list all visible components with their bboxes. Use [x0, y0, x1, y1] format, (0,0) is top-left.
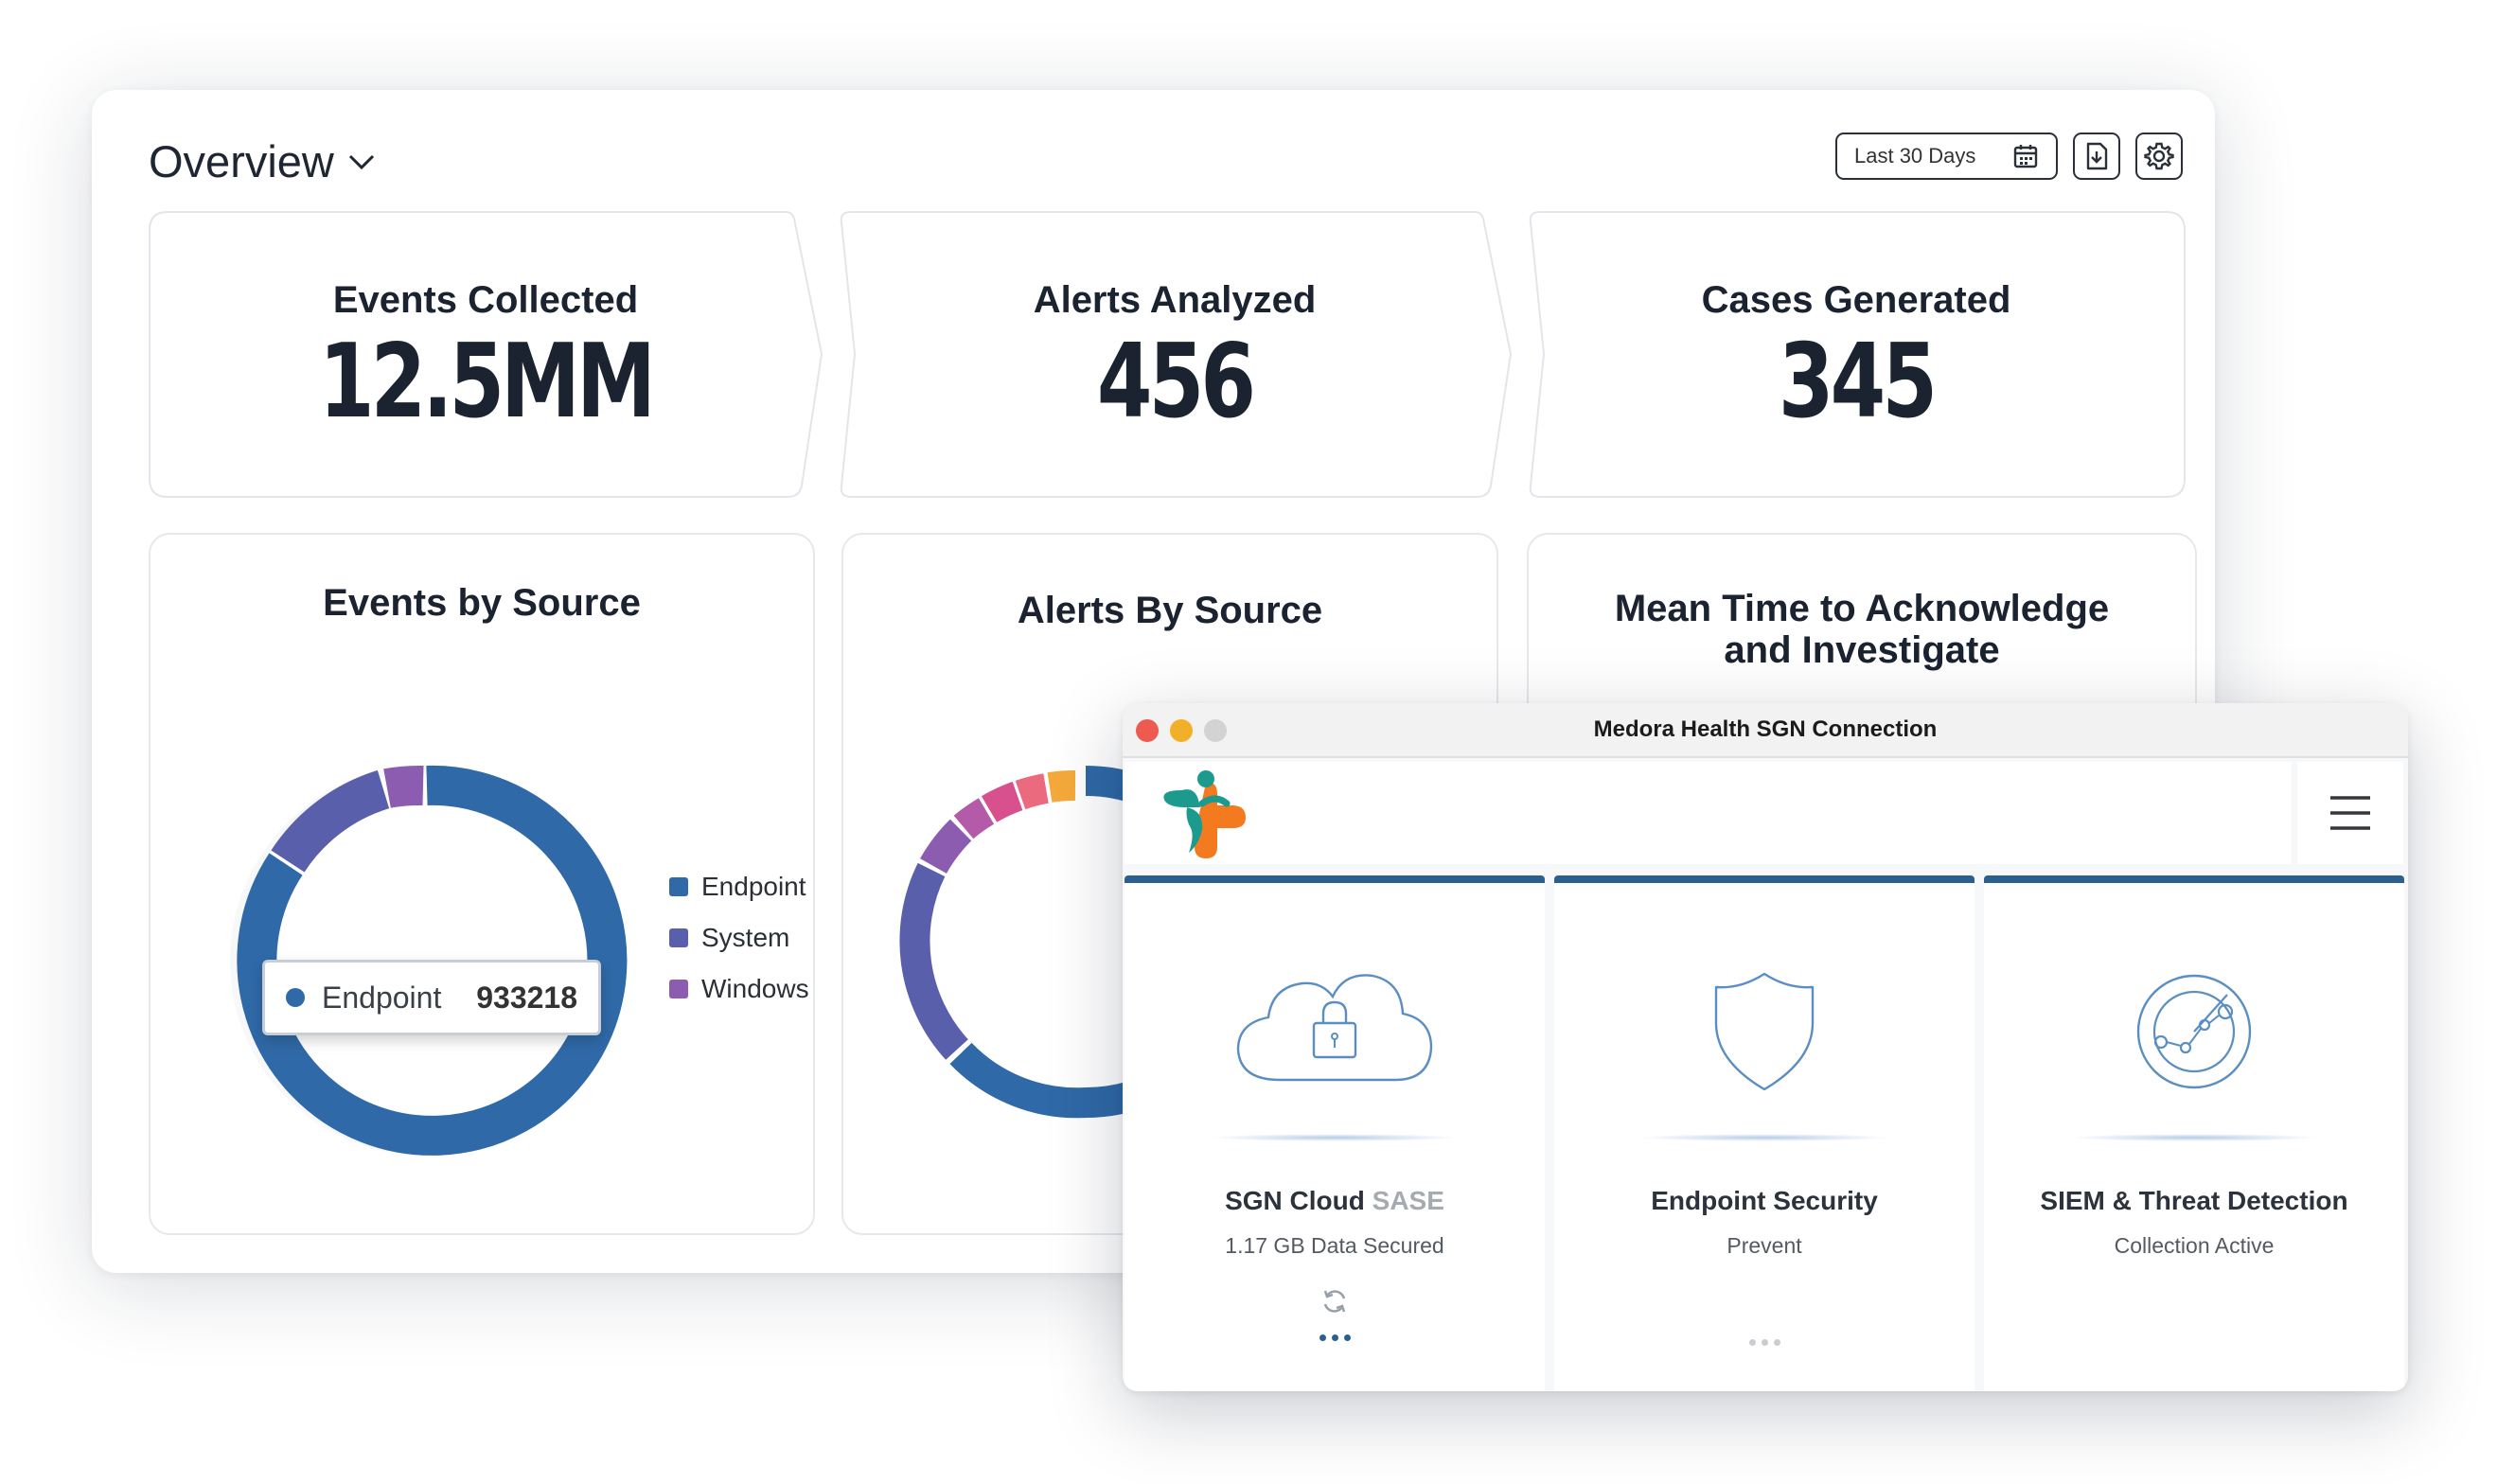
- card-title: Events by Source: [323, 582, 641, 624]
- icon-glow: [1639, 1134, 1889, 1141]
- icon-glow: [2069, 1134, 2319, 1141]
- zoom-window-button[interactable]: [1204, 719, 1227, 742]
- donut-segment-4[interactable]: [953, 798, 995, 839]
- legend-label: Endpoint: [701, 872, 806, 901]
- legend-item[interactable]: System: [669, 912, 809, 963]
- loading-dots-icon: [1125, 1334, 1545, 1341]
- stat-label: Events Collected: [332, 279, 639, 321]
- service-card-endpoint-security[interactable]: Endpoint Security Prevent: [1554, 875, 1975, 1391]
- service-name: Endpoint Security: [1651, 1186, 1878, 1215]
- legend-swatch-windows: [669, 980, 688, 998]
- overview-title: Overview: [149, 136, 334, 186]
- chevron-down-icon: [348, 154, 374, 169]
- service-name: SGN Cloud SASE: [1125, 1186, 1545, 1216]
- service-status: 1.17 GB Data Secured: [1225, 1233, 1444, 1258]
- events-by-source-card: Events by Source Endpoint System Windows: [149, 533, 815, 1235]
- stat-card-shape: [840, 211, 1512, 498]
- donut-segment-windows[interactable]: [383, 765, 424, 808]
- legend-item[interactable]: Windows: [669, 963, 809, 1015]
- calendar-icon: [2013, 145, 2038, 168]
- tooltip-dot: [286, 988, 305, 1007]
- donut-segment-5[interactable]: [981, 781, 1023, 822]
- gear-icon: [2144, 142, 2174, 170]
- donut-segment-system[interactable]: [271, 769, 390, 873]
- stat-events-collected: Events Collected 12.5MM: [149, 211, 823, 498]
- donut-segment-2[interactable]: [899, 862, 969, 1060]
- stat-card-shape: [149, 211, 823, 498]
- legend-swatch-system: [669, 928, 688, 947]
- events-donut-chart: [230, 765, 628, 1156]
- stat-value: 456: [1096, 323, 1256, 441]
- donut-segment-3[interactable]: [920, 819, 972, 874]
- date-range-label: Last 30 Days: [1854, 144, 1976, 168]
- sgn-connection-window: Medora Health SGN Connection SGN Cloud S…: [1123, 703, 2408, 1391]
- service-card-accent-bar: [1554, 875, 1975, 883]
- stat-card-shape: [1529, 211, 2186, 498]
- stat-label: Alerts Analyzed: [1033, 279, 1317, 321]
- download-button[interactable]: [2073, 132, 2120, 180]
- service-card-siem[interactable]: SIEM & Threat Detection Collection Activ…: [1984, 875, 2404, 1391]
- legend-label: System: [701, 923, 790, 952]
- service-status: Prevent: [1727, 1233, 1802, 1258]
- shield-icon: [1554, 970, 1975, 1093]
- service-name: SIEM & Threat Detection: [2040, 1186, 2348, 1215]
- service-status: Collection Active: [2114, 1233, 2275, 1258]
- tooltip-label: Endpoint: [322, 980, 442, 1015]
- stat-cases-generated: Cases Generated 345: [1527, 211, 2186, 498]
- stat-label: Cases Generated: [1701, 279, 2011, 321]
- stat-value: 12.5MM: [318, 323, 656, 441]
- service-card-sgn-cloud[interactable]: SGN Cloud SASE 1.17 GB Data Secured: [1125, 875, 1545, 1391]
- legend-label: Windows: [701, 974, 809, 1003]
- refresh-icon[interactable]: [1320, 1287, 1349, 1316]
- legend-item[interactable]: Endpoint: [669, 861, 809, 912]
- close-window-button[interactable]: [1136, 719, 1159, 742]
- medora-health-logo: [1163, 770, 1246, 858]
- cloud-lock-icon: [1125, 970, 1545, 1084]
- donut-segment-6[interactable]: [1015, 773, 1050, 810]
- card-title: Mean Time to Acknowledge and Investigate: [1529, 588, 2195, 671]
- date-range-button[interactable]: Last 30 Days: [1835, 132, 2058, 180]
- overview-dropdown[interactable]: Overview: [149, 135, 376, 187]
- service-name-text: SGN Cloud: [1225, 1186, 1365, 1215]
- window-titlebar: Medora Health SGN Connection: [1123, 703, 2408, 758]
- legend-swatch-endpoint: [669, 877, 688, 896]
- donut-segment-7[interactable]: [1047, 770, 1076, 803]
- card-title-line: and Investigate: [1724, 629, 2000, 671]
- service-card-accent-bar: [1125, 875, 1545, 883]
- download-icon: [2086, 142, 2108, 170]
- minimize-window-button[interactable]: [1170, 719, 1193, 742]
- service-card-accent-bar: [1984, 875, 2404, 883]
- loading-dots-icon: [1554, 1339, 1975, 1346]
- chart-tooltip: Endpoint 933218: [262, 960, 601, 1035]
- radar-icon: [1984, 970, 2404, 1093]
- hamburger-icon: [2330, 796, 2370, 830]
- events-legend: Endpoint System Windows: [669, 861, 809, 1015]
- window-title: Medora Health SGN Connection: [1593, 716, 1938, 742]
- menu-button[interactable]: [2297, 762, 2403, 864]
- app-header: [1125, 762, 2292, 864]
- card-title: Alerts By Source: [1017, 590, 1323, 631]
- settings-button[interactable]: [2135, 132, 2183, 180]
- stat-value: 345: [1778, 323, 1938, 441]
- card-title-line: Mean Time to Acknowledge: [1614, 588, 2110, 629]
- icon-glow: [1210, 1134, 1460, 1141]
- tooltip-value: 933218: [476, 980, 577, 1015]
- service-name-suffix: SASE: [1372, 1186, 1444, 1215]
- stat-alerts-analyzed: Alerts Analyzed 456: [838, 211, 1512, 498]
- toolbar: Last 30 Days: [1835, 132, 2183, 180]
